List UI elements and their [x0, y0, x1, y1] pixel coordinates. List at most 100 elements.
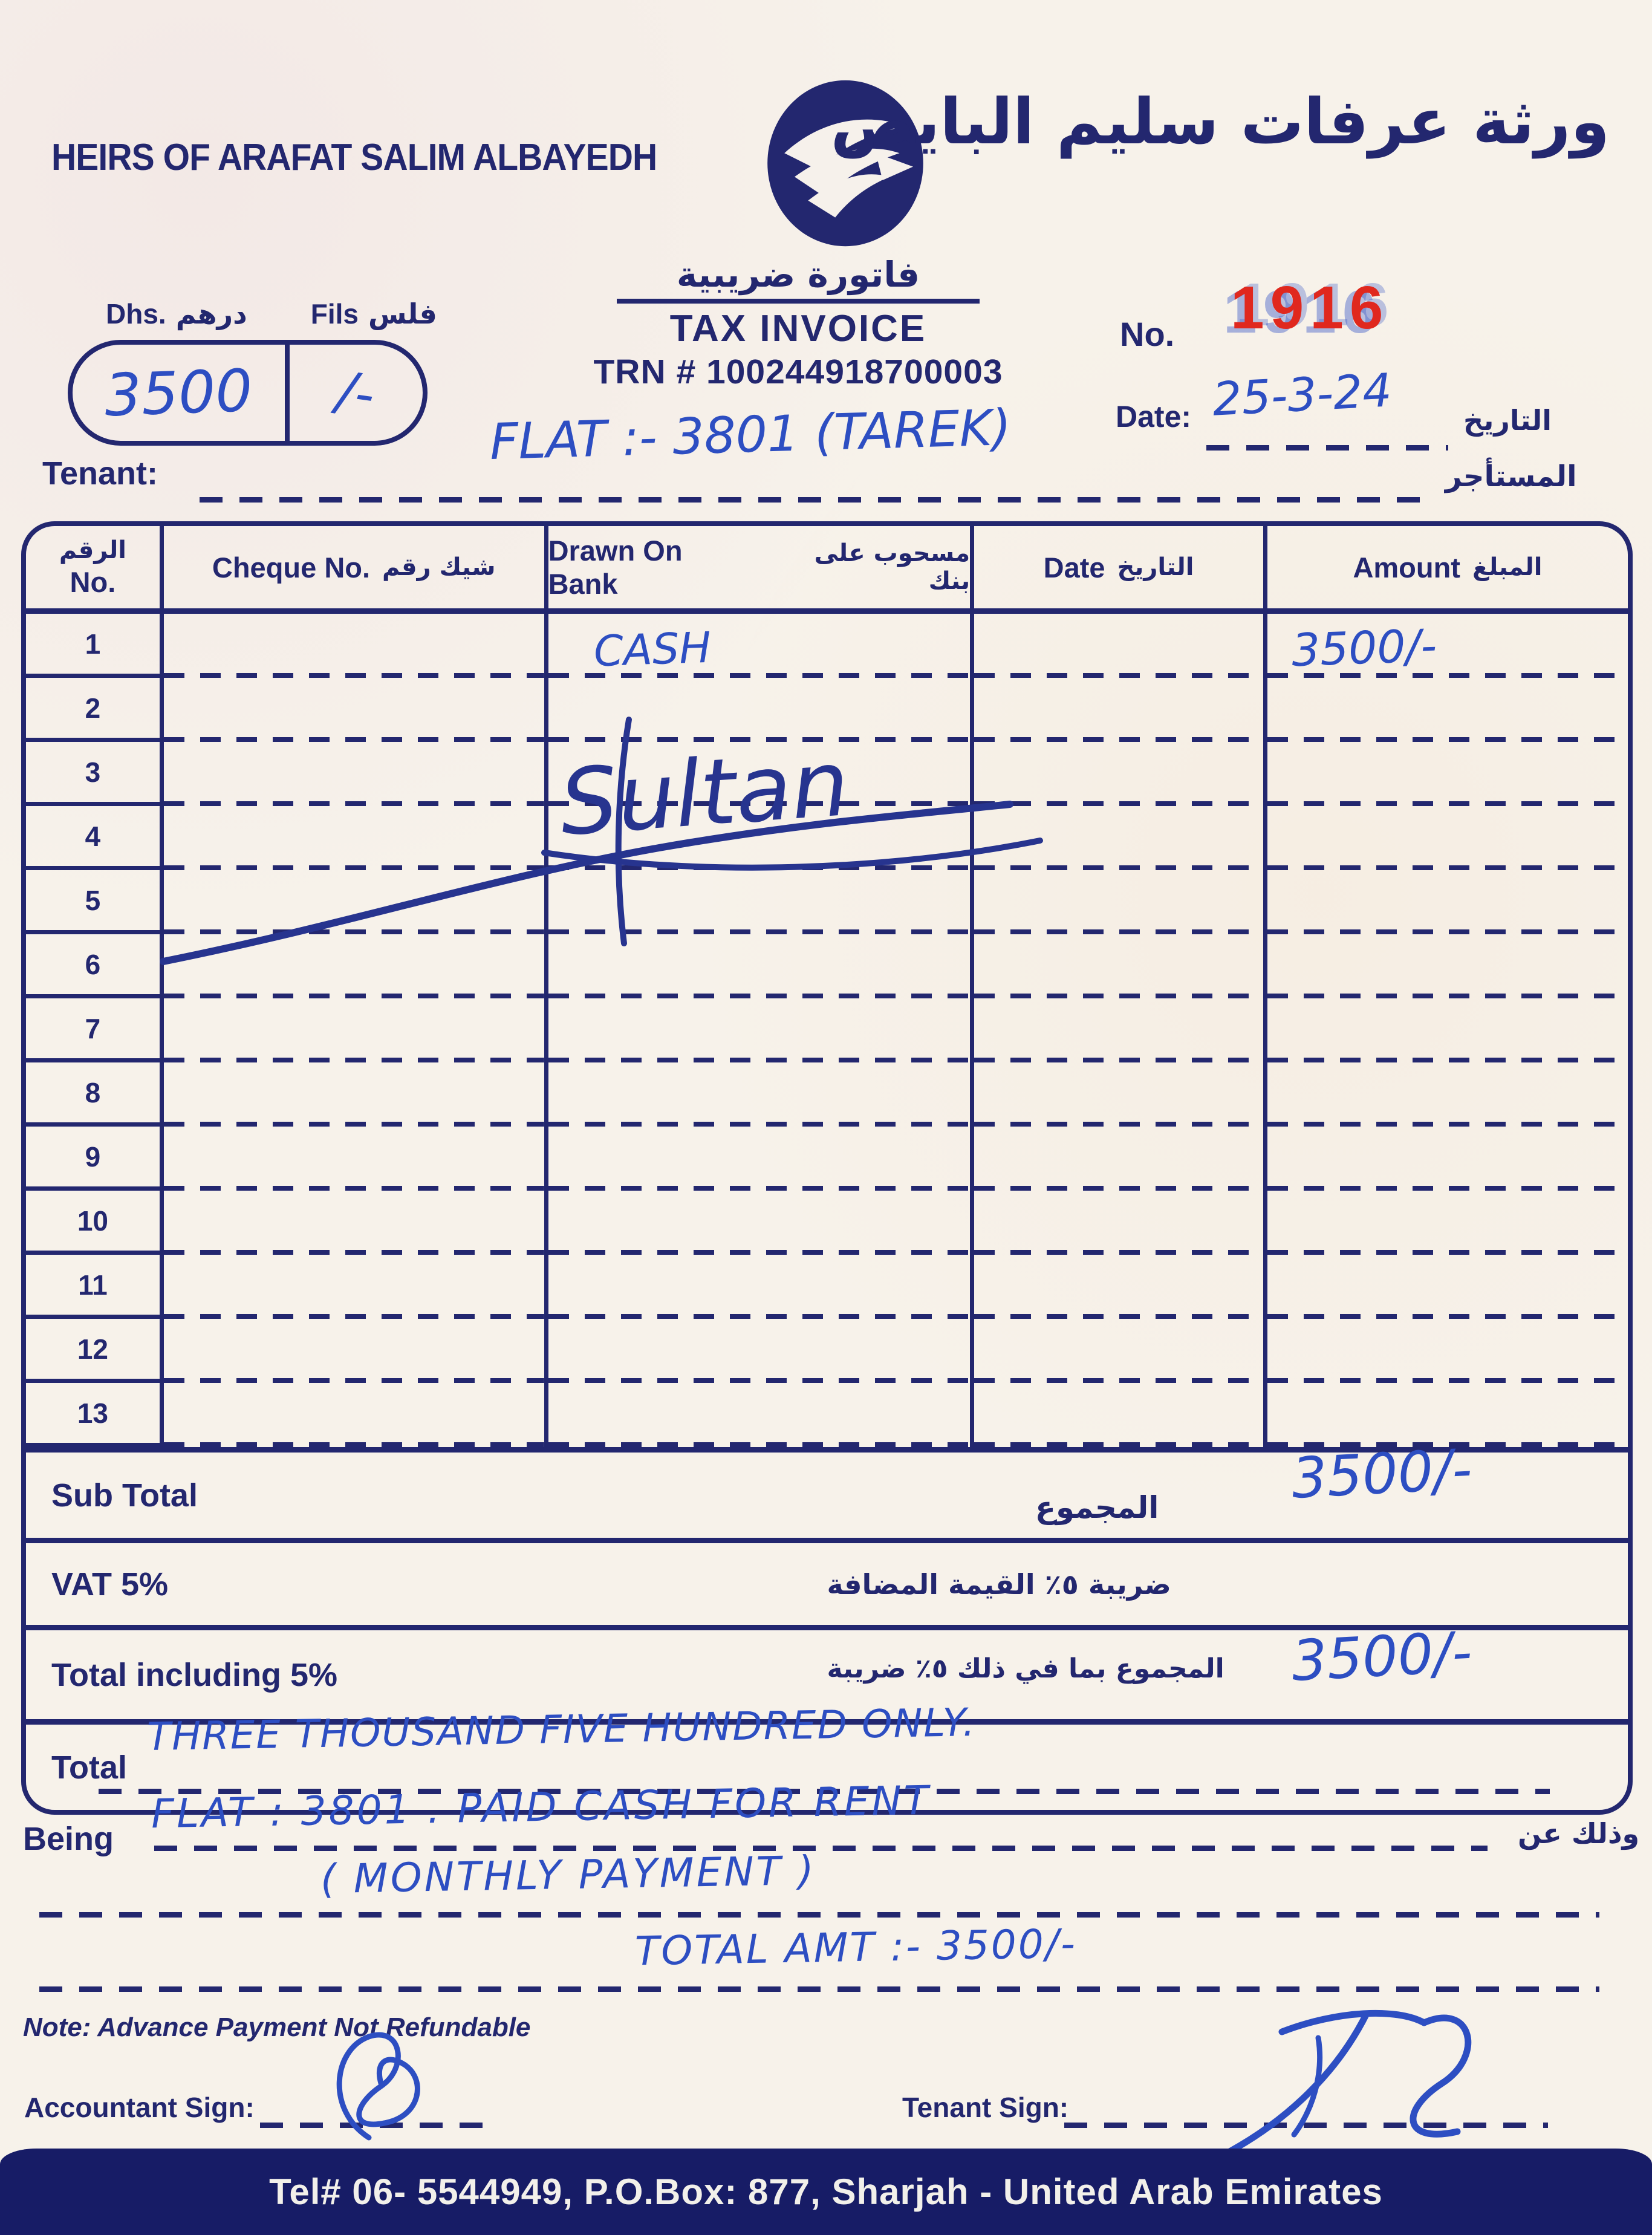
total-dashed-line — [99, 1789, 1550, 1794]
cell-drawn-on-bank — [548, 1255, 975, 1319]
accountant-sign-scribble — [336, 2032, 420, 2141]
cell-amount — [1267, 1062, 1628, 1127]
table-row: 1 CASH 3500/- — [26, 614, 1628, 678]
vat-label: VAT 5% — [51, 1566, 169, 1602]
header-cheque-english: Cheque No. — [212, 551, 371, 584]
header-no: الرقم No. — [26, 526, 164, 608]
cell-cheque-no — [163, 1255, 548, 1319]
falcon-logo-icon — [757, 79, 934, 248]
cell-amount — [1267, 1127, 1628, 1191]
cell-date — [974, 678, 1267, 742]
bank-handwritten: CASH — [593, 622, 712, 677]
company-name-arabic: ورثة عرفات سليم البايض — [830, 85, 1610, 158]
cell-drawn-on-bank — [548, 806, 975, 870]
note-text: Note: Advance Payment Not Refundable — [23, 2012, 531, 2042]
being-label-arabic: وذلك عن — [1518, 1817, 1640, 1850]
header-date-english: Date — [1043, 551, 1105, 584]
cell-row-number: 11 — [26, 1255, 164, 1319]
header-cheque-arabic: شيك رقم — [382, 553, 496, 581]
cell-row-number: 3 — [26, 742, 164, 806]
cell-row-number: 9 — [26, 1127, 164, 1191]
cell-cheque-no — [163, 614, 548, 678]
tenant-sign-label: Tenant Sign: — [902, 2092, 1069, 2123]
tax-invoice-title: TAX INVOICE — [669, 308, 927, 350]
date-label-arabic: التاريخ — [1463, 404, 1552, 437]
currency-labels: Dhs. درهم Fils فلس — [73, 298, 437, 330]
table-row: 13 — [26, 1383, 1628, 1447]
cell-cheque-no — [163, 1191, 548, 1255]
invoice-number-stamp: 1916 — [1231, 274, 1390, 342]
cell-row-number: 1 — [26, 614, 164, 678]
header-amount-english: Amount — [1353, 551, 1460, 584]
cell-row-number: 8 — [26, 1062, 164, 1127]
amount-box: 3500 /- — [68, 340, 428, 446]
cell-cheque-no — [163, 806, 548, 870]
cell-drawn-on-bank — [548, 1319, 975, 1383]
cell-amount — [1267, 1383, 1628, 1447]
cell-date — [974, 1383, 1267, 1447]
cell-row-number: 10 — [26, 1191, 164, 1255]
cell-amount — [1267, 1191, 1628, 1255]
cell-amount — [1267, 934, 1628, 998]
header-amount: Amount المبلغ — [1267, 526, 1628, 608]
amount-box-dhs-cell: 3500 — [73, 345, 290, 441]
vat-label-arabic: ضريبة ٥٪ القيمة المضافة — [827, 1567, 1171, 1601]
subtotal-row: Sub Total المجموع 3500/- — [26, 1437, 1628, 1538]
cell-row-number: 4 — [26, 806, 164, 870]
fils-label-arabic: فلس — [368, 298, 437, 330]
table-header-row: الرقم No. Cheque No. شيك رقم Drawn On Ba… — [26, 526, 1628, 614]
tenant-label-arabic: المستأجر — [1445, 460, 1577, 493]
cell-amount — [1267, 870, 1628, 934]
cell-amount — [1267, 1319, 1628, 1383]
table-row: 7 — [26, 998, 1628, 1062]
tenant-label: Tenant: — [42, 455, 158, 492]
table-row: 3 — [26, 742, 1628, 806]
table-row: 9 — [26, 1127, 1628, 1191]
cell-cheque-no — [163, 742, 548, 806]
header-bank-arabic: مسحوب على بنك — [814, 539, 971, 595]
cell-date — [974, 806, 1267, 870]
total-including-handwritten-value: 3500/- — [1290, 1619, 1474, 1694]
subtotal-label-arabic: المجموع — [1035, 1490, 1159, 1526]
vat-row: VAT 5% ضريبة ٥٪ القيمة المضافة — [26, 1538, 1628, 1625]
cell-cheque-no — [163, 1383, 548, 1447]
total-including-label-arabic: المجموع بما في ذلك ٥٪ ضريبة — [827, 1653, 1224, 1685]
invoice-no-label: No. — [1120, 315, 1175, 353]
cell-amount — [1267, 998, 1628, 1062]
cell-cheque-no — [163, 998, 548, 1062]
cell-date — [974, 1062, 1267, 1127]
header-no-english: No. — [70, 565, 116, 598]
header-amount-arabic: المبلغ — [1472, 553, 1543, 581]
dhs-label-arabic: درهم — [175, 298, 247, 330]
footer-band: Tel# 06- 5544949, P.O.Box: 877, Sharjah … — [0, 2149, 1652, 2235]
cell-drawn-on-bank — [548, 934, 975, 998]
cell-drawn-on-bank — [548, 998, 975, 1062]
table-row: 12 — [26, 1319, 1628, 1383]
fils-handwritten-value: /- — [333, 359, 379, 426]
table-row: 11 — [26, 1255, 1628, 1319]
being-line3-handwritten: TOTAL AMT :- 3500/- — [634, 1920, 1078, 1975]
accountant-sign-dashed-line — [260, 2123, 496, 2128]
header-no-arabic: الرقم — [59, 536, 126, 564]
cell-cheque-no — [163, 870, 548, 934]
header-date: Date التاريخ — [974, 526, 1267, 608]
cell-row-number: 7 — [26, 998, 164, 1062]
cell-cheque-no — [163, 1127, 548, 1191]
cell-row-number: 2 — [26, 678, 164, 742]
tenant-dashed-line — [200, 497, 1424, 503]
cell-cheque-no — [163, 934, 548, 998]
tenant-handwritten-value: FLAT :- 3801 (TAREK) — [489, 399, 1012, 472]
total-including-vat-row: Total including 5% المجموع بما في ذلك ٥٪… — [26, 1619, 1628, 1719]
footer-contact-text: Tel# 06- 5544949, P.O.Box: 877, Sharjah … — [269, 2172, 1383, 2212]
cell-date — [974, 1127, 1267, 1191]
cell-date — [974, 1191, 1267, 1255]
cell-drawn-on-bank — [548, 678, 975, 742]
being-label: Being — [23, 1821, 114, 1857]
company-name-english: HEIRS OF ARAFAT SALIM ALBAYEDH — [51, 137, 657, 178]
table-row: 5 — [26, 870, 1628, 934]
cell-drawn-on-bank — [548, 1191, 975, 1255]
payments-table: الرقم No. Cheque No. شيك رقم Drawn On Ba… — [21, 521, 1633, 1815]
cell-date — [974, 870, 1267, 934]
header-bank-english: Drawn On Bank — [548, 535, 683, 600]
amount-box-fils-cell: /- — [290, 345, 423, 441]
